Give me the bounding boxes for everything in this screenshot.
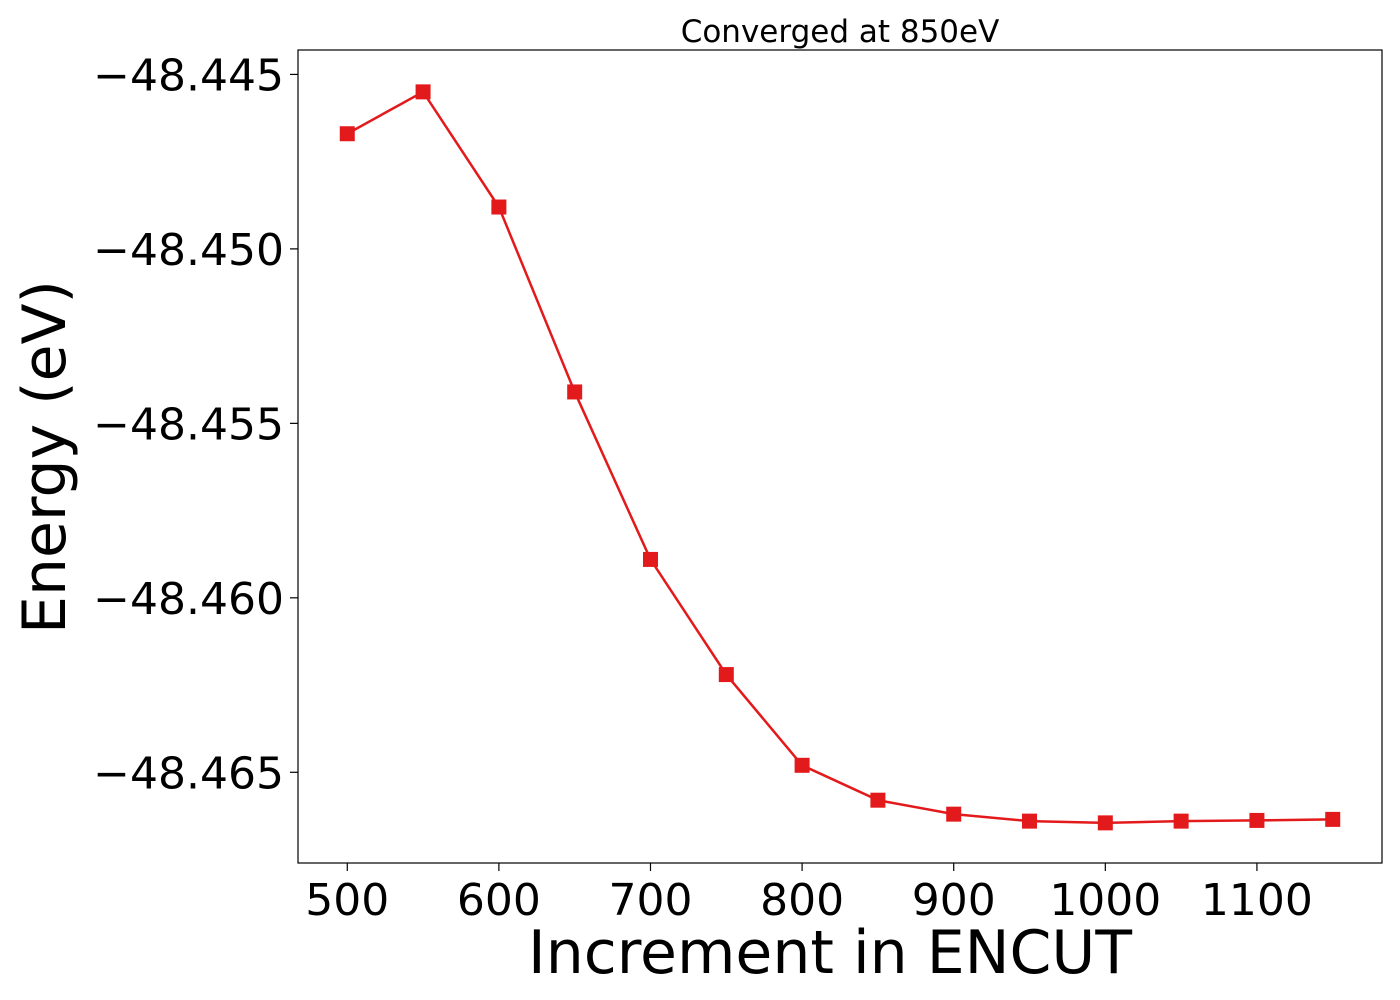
- y-tick-label: −48.460: [93, 574, 284, 625]
- data-point-marker: [1097, 815, 1113, 831]
- plot-area: [339, 84, 1341, 831]
- x-tick-label: 500: [305, 875, 389, 926]
- data-point-marker: [339, 126, 355, 142]
- y-tick-label: −48.445: [93, 50, 284, 101]
- y-tick-label: −48.450: [93, 225, 284, 276]
- x-tick-label: 1000: [1049, 875, 1161, 926]
- x-axis: 500 600 700 800 900 1000 1100: [305, 863, 1313, 926]
- data-point-marker: [1249, 812, 1265, 828]
- data-point-marker: [1325, 811, 1341, 827]
- data-point-marker: [870, 792, 886, 808]
- y-tick-label: −48.455: [93, 399, 284, 450]
- data-point-marker: [794, 757, 810, 773]
- chart-title: Converged at 850eV: [681, 14, 1000, 50]
- x-tick-label: 600: [457, 875, 541, 926]
- series-line: [346, 90, 1333, 825]
- x-tick-label: 700: [608, 875, 692, 926]
- data-point-marker: [415, 84, 431, 100]
- x-tick-label: 800: [760, 875, 844, 926]
- data-point-marker: [1173, 813, 1189, 829]
- data-point-marker: [718, 667, 734, 683]
- x-axis-label: Increment in ENCUT: [528, 918, 1132, 988]
- data-point-marker: [567, 384, 583, 400]
- plot-frame: [297, 49, 1383, 864]
- y-tick-label: −48.465: [93, 748, 284, 799]
- data-point-marker: [1022, 813, 1038, 829]
- y-axis: −48.445 −48.450 −48.455 −48.460 −48.465: [93, 50, 298, 799]
- x-tick-label: 1100: [1201, 875, 1313, 926]
- x-tick-label: 900: [912, 875, 996, 926]
- y-axis-label: Energy (eV): [10, 280, 80, 634]
- data-point-marker: [642, 551, 658, 567]
- data-point-marker: [491, 199, 507, 215]
- data-point-marker: [946, 806, 962, 822]
